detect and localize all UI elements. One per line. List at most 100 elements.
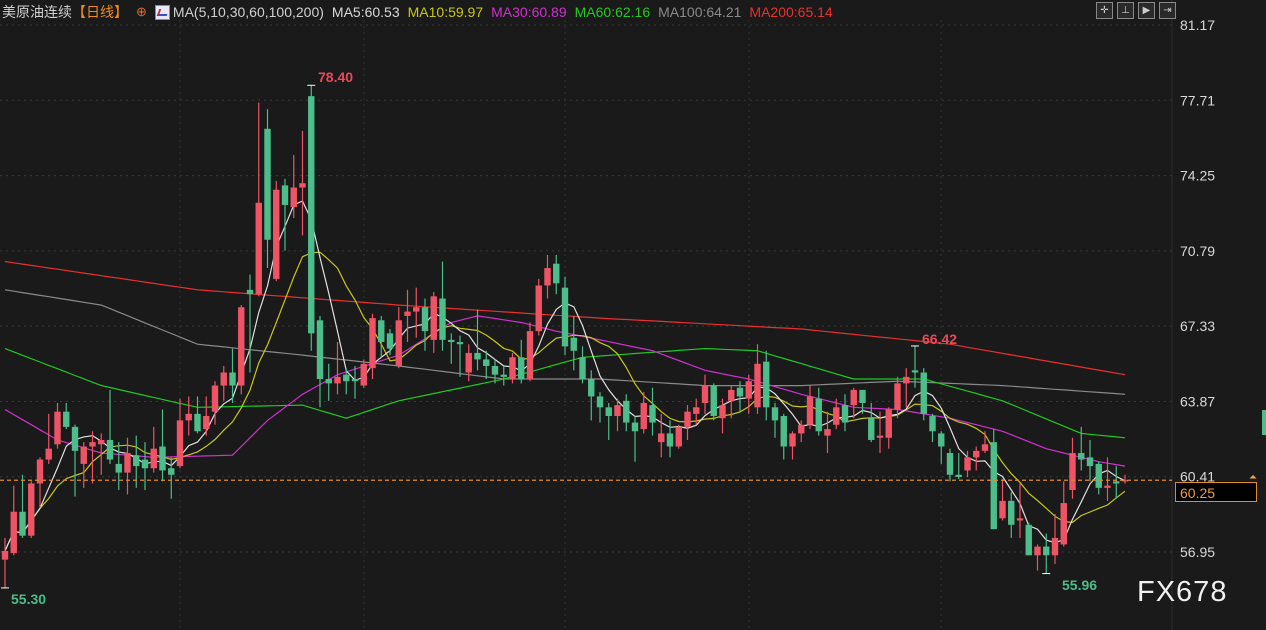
candle-body xyxy=(1043,546,1050,556)
candle xyxy=(369,313,376,380)
candle-body xyxy=(570,337,577,351)
crosshair-target-icon[interactable]: ⊕ xyxy=(136,4,147,19)
period-selector[interactable]: 【日线】 xyxy=(72,4,128,20)
candle-body xyxy=(990,442,997,530)
candle-body xyxy=(701,385,709,403)
candle xyxy=(710,383,717,421)
candle-body xyxy=(728,389,735,401)
candle-body xyxy=(509,357,516,380)
candle xyxy=(220,365,227,401)
candle xyxy=(343,368,350,395)
candle xyxy=(701,374,709,414)
y-tick-label: 56.95 xyxy=(1180,544,1215,560)
candle-body xyxy=(133,455,140,467)
candle-body xyxy=(710,385,717,417)
candle-body xyxy=(561,287,569,347)
candle-body xyxy=(675,426,682,447)
candle xyxy=(903,368,910,408)
candle xyxy=(176,398,184,469)
y-tick-label: 81.17 xyxy=(1180,17,1215,33)
candle xyxy=(938,431,945,464)
zoom-range-icon[interactable]: ⊥ xyxy=(1117,2,1134,19)
candle-body xyxy=(115,463,122,473)
candle-body xyxy=(45,448,52,460)
candle xyxy=(920,368,927,421)
candle xyxy=(264,109,271,269)
price-axis[interactable]: 81.17 77.71 74.25 70.79 67.33 63.87 60.41 56.95 xyxy=(1180,17,1215,560)
candle xyxy=(850,387,857,419)
candle xyxy=(211,381,219,425)
candle xyxy=(89,431,96,484)
candle-body xyxy=(141,459,149,469)
candle xyxy=(1121,474,1129,484)
candle xyxy=(439,261,446,351)
candle xyxy=(299,130,306,236)
candle-body xyxy=(588,379,595,397)
candle xyxy=(281,178,289,251)
candle-body xyxy=(185,413,192,421)
candle-body xyxy=(911,370,919,373)
candle-body xyxy=(1016,518,1024,521)
candle-body xyxy=(264,128,271,240)
candle xyxy=(1,537,9,588)
candle xyxy=(736,381,744,412)
candle-body xyxy=(168,468,175,475)
candle xyxy=(421,298,429,351)
candle xyxy=(1034,544,1041,571)
scroll-up-icon[interactable]: ⏶ xyxy=(1249,472,1257,483)
candle xyxy=(1113,466,1120,499)
recent-high-annotation: 66.42 xyxy=(922,331,958,347)
next-panel-candle xyxy=(1262,410,1266,435)
candle xyxy=(1043,533,1050,574)
candle-body xyxy=(981,444,989,451)
candle-body xyxy=(448,339,455,343)
ma-chart-icon[interactable] xyxy=(154,4,170,20)
candle-body xyxy=(903,376,910,384)
candle xyxy=(771,402,779,438)
candle xyxy=(658,413,665,458)
candle xyxy=(378,315,385,358)
candle xyxy=(798,420,805,443)
candle-body xyxy=(868,418,875,440)
candle xyxy=(1051,513,1059,564)
candle xyxy=(973,446,980,471)
candle xyxy=(159,409,166,482)
ma30-value: MA30:60.89 xyxy=(491,4,567,20)
candle-body xyxy=(885,409,892,438)
candle-body xyxy=(850,389,857,406)
candle-body xyxy=(404,311,411,316)
candle xyxy=(1016,483,1024,538)
candle-body xyxy=(929,416,936,432)
candle xyxy=(728,385,735,419)
exit-icon[interactable]: ⇥ xyxy=(1159,2,1176,19)
candle xyxy=(859,389,866,414)
candle-body xyxy=(378,320,385,343)
candle-body xyxy=(1069,453,1076,491)
candle-body xyxy=(500,374,507,377)
candle xyxy=(386,328,394,356)
ma60-line xyxy=(4,347,1126,439)
candle-body xyxy=(1034,546,1041,556)
candle xyxy=(605,402,612,440)
candle xyxy=(911,345,919,388)
candle-body xyxy=(1025,524,1032,556)
candle xyxy=(54,402,61,449)
candle-body xyxy=(351,379,359,382)
candle-body xyxy=(491,365,499,375)
candle-body xyxy=(395,320,402,366)
candle-body xyxy=(474,352,481,360)
play-icon[interactable]: ▶ xyxy=(1138,2,1155,19)
candle xyxy=(929,413,936,443)
candle-body xyxy=(1121,480,1129,482)
crosshair-icon[interactable]: ✛ xyxy=(1096,2,1113,19)
candle xyxy=(623,394,630,432)
candle xyxy=(1086,439,1094,482)
ma-params[interactable]: MA(5,10,30,60,100,200) xyxy=(172,4,324,20)
candle-body xyxy=(666,433,674,447)
ma5-value: MA5:60.53 xyxy=(331,4,400,20)
candle xyxy=(631,416,639,462)
candle xyxy=(561,276,569,356)
candle-body xyxy=(745,381,752,399)
candle xyxy=(474,309,481,371)
